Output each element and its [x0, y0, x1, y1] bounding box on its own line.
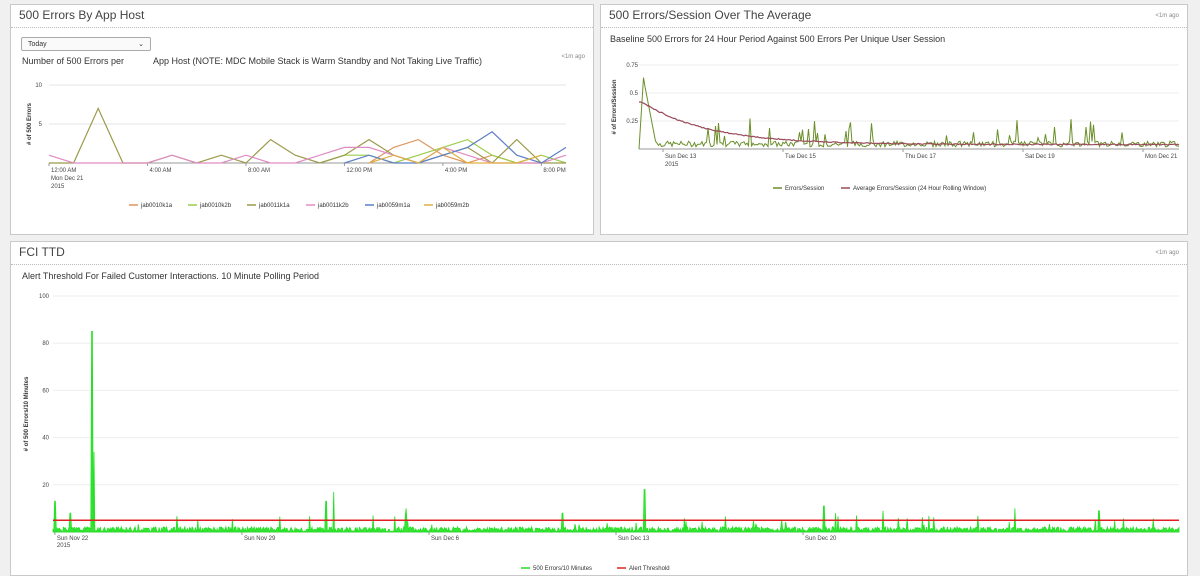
y-tick-label: 5	[39, 122, 43, 128]
panel-errors-by-host: 500 Errors By App Host Today ⌄ Number of…	[10, 4, 594, 235]
x-tick-sublabel: Mon Dec 21	[51, 176, 84, 182]
panel-errors-per-session: 500 Errors/Session Over The Average <1m …	[600, 4, 1188, 235]
x-tick-label: Tue Dec 15	[785, 154, 816, 160]
panel-title: 500 Errors/Session Over The Average	[609, 8, 812, 22]
y-axis-label: # of 500 Errors/10 Minutes	[24, 376, 30, 451]
x-tick-sublabel: 2015	[57, 543, 71, 549]
y-tick-label: 100	[39, 294, 50, 300]
x-tick-label: Sat Dec 19	[1025, 154, 1055, 160]
x-tick-label: 4:00 AM	[149, 168, 171, 174]
legend-label: jab0011k2b	[317, 203, 349, 209]
series-line	[48, 146, 567, 164]
chart-subtitle-right: App Host (NOTE: MDC Mobile Stack is Warm…	[153, 56, 482, 66]
legend-label: Alert Threshold	[629, 566, 670, 572]
x-tick-label: 8:00 AM	[248, 168, 270, 174]
y-tick-label: 0.5	[630, 91, 639, 97]
legend-label: jab0059m1a	[376, 203, 411, 209]
series-line	[368, 146, 542, 164]
y-tick-label: 60	[42, 388, 49, 394]
legend-label: jab0010k1a	[140, 203, 173, 209]
panel-header: FCI TTD <1m ago	[11, 242, 1187, 265]
x-tick-label: 8:00 PM	[543, 168, 565, 174]
x-tick-label: Sun Dec 13	[665, 154, 697, 160]
time-range-value: Today	[28, 41, 47, 48]
x-tick-label: Thu Dec 17	[905, 154, 937, 160]
panel-header: 500 Errors/Session Over The Average <1m …	[601, 5, 1187, 28]
panel-fci-ttd: FCI TTD <1m ago Alert Threshold For Fail…	[10, 241, 1188, 576]
series-line	[638, 77, 1179, 150]
legend-label: jab0059m2b	[435, 203, 470, 209]
errors-by-host-chart: 10 5 # of 500 Errors 12:00 AM 4:00 AM 8:00 AM…	[27, 83, 567, 209]
y-axis-label: # of Errors/Session	[612, 79, 618, 134]
y-tick-label: 20	[42, 483, 49, 489]
x-tick-label: Sun Dec 20	[805, 536, 837, 542]
panel-title: FCI TTD	[19, 245, 65, 259]
legend-label: jab0010k2b	[199, 203, 232, 209]
series-line	[49, 106, 566, 164]
y-tick-label: 40	[42, 436, 49, 442]
x-tick-sublabel: 2015	[665, 162, 679, 168]
legend-label: Errors/Session	[785, 186, 824, 192]
y-axis-label: # of 500 Errors	[27, 102, 33, 145]
series-line	[639, 101, 1180, 146]
chart-subtitle: Alert Threshold For Failed Customer Inte…	[22, 271, 319, 281]
fci-ttd-chart: 100 80 60 40 20 # of 500 Errors/10 Minutes Sun…	[24, 294, 1180, 572]
x-tick-label: 4:00 PM	[445, 168, 467, 174]
chart-subtitle: Baseline 500 Errors for 24 Hour Period A…	[610, 34, 946, 44]
updated-timestamp: <1m ago	[1155, 13, 1179, 19]
panel-title: 500 Errors By App Host	[19, 8, 145, 22]
errors-per-session-chart: 0.75 0.5 0.25 # of Errors/Session Sun Dec 13…	[612, 63, 1180, 192]
y-tick-label: 0.25	[626, 119, 638, 125]
y-tick-label: 0.75	[626, 63, 638, 69]
chart-subtitle-left: Number of 500 Errors per	[22, 56, 125, 66]
y-tick-label: 10	[35, 83, 42, 89]
time-range-select[interactable]: Today ⌄	[21, 37, 151, 51]
x-tick-sublabel: 2015	[51, 184, 65, 190]
updated-timestamp: <1m ago	[561, 54, 585, 60]
x-tick-label: Sun Nov 22	[57, 536, 89, 542]
updated-timestamp: <1m ago	[1155, 250, 1179, 256]
chevron-down-icon: ⌄	[138, 41, 144, 48]
y-tick-label: 80	[42, 341, 49, 347]
legend-label: 500 Errors/10 Minutes	[533, 566, 592, 572]
x-tick-label: Sun Dec 13	[618, 536, 650, 542]
x-tick-label: 12:00 PM	[346, 168, 372, 174]
x-tick-label: Sun Dec 6	[431, 536, 460, 542]
x-tick-label: 12:00 AM	[51, 168, 76, 174]
series-area	[52, 331, 1180, 534]
x-tick-label: Mon Dec 21	[1145, 154, 1178, 160]
x-tick-label: Sun Nov 29	[244, 536, 276, 542]
panel-header: 500 Errors By App Host	[11, 5, 593, 28]
legend-label: jab0011k1a	[258, 203, 290, 209]
legend-label: Average Errors/Session (24 Hour Rolling …	[853, 186, 986, 192]
